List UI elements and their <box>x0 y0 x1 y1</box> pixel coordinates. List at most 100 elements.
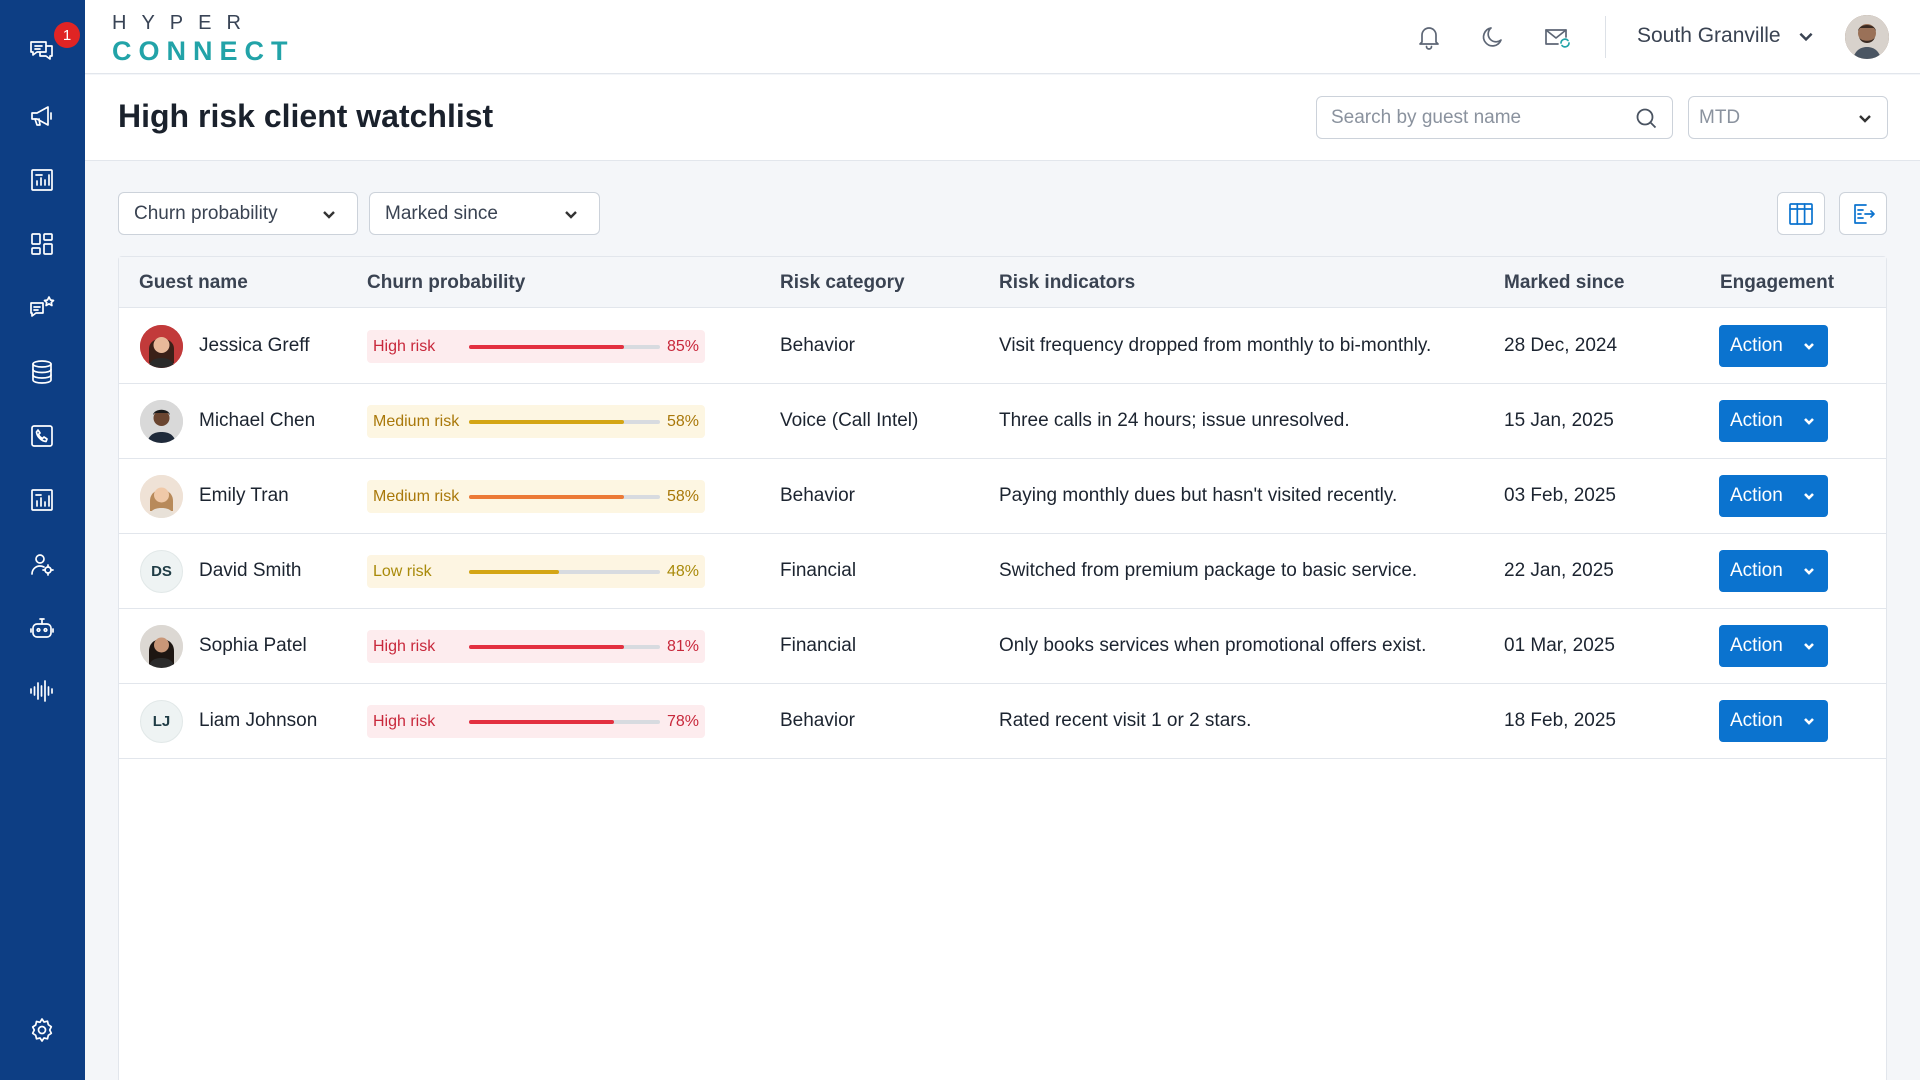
notifications-button[interactable] <box>1412 20 1446 54</box>
guest-name[interactable]: Liam Johnson <box>199 710 318 731</box>
risk-category: Behavior <box>780 485 855 506</box>
mail-sync-button[interactable] <box>1540 20 1574 54</box>
marked-filter-label: Marked since <box>385 202 498 224</box>
table-row[interactable]: Jessica Greff High risk 85% Behavior Vis… <box>119 309 1886 384</box>
guest-name[interactable]: David Smith <box>199 560 302 581</box>
risk-label: High risk <box>373 637 436 655</box>
sidebar-item-voice[interactable] <box>22 671 62 711</box>
sidebar-item-analytics[interactable] <box>22 480 62 520</box>
notification-badge: 1 <box>54 22 80 48</box>
action-button[interactable]: Action <box>1719 325 1828 367</box>
guest-photo-icon <box>140 325 183 368</box>
action-button[interactable]: Action <box>1719 400 1828 442</box>
dark-mode-toggle[interactable] <box>1476 20 1510 54</box>
churn-indicator: High risk 78% <box>367 705 705 738</box>
chevron-down-icon <box>1804 718 1814 725</box>
column-header-churn-probability[interactable]: Churn probability <box>367 272 526 293</box>
action-button[interactable]: Action <box>1719 625 1828 667</box>
guest-avatar <box>140 325 183 368</box>
marked-since-date: 28 Dec, 2024 <box>1504 335 1618 356</box>
sidebar-item-database[interactable] <box>22 352 62 392</box>
churn-bar-fill <box>469 494 624 499</box>
churn-bar <box>469 494 660 499</box>
risk-label: High risk <box>373 712 436 730</box>
sidebar-item-dashboard[interactable] <box>22 224 62 264</box>
sidebar-item-reports[interactable] <box>22 160 62 200</box>
user-avatar[interactable] <box>1845 15 1889 59</box>
table-row[interactable]: Sophia Patel High risk 81% Financial Onl… <box>119 609 1886 684</box>
report-icon <box>31 169 53 191</box>
watchlist-table: Guest name Churn probability Risk catego… <box>118 256 1887 1080</box>
sidebar-item-chat[interactable]: 1 <box>22 22 80 71</box>
table-row[interactable]: LJ Liam Johnson High risk 78% Behavior R… <box>119 684 1886 759</box>
churn-indicator: Medium risk 58% <box>367 480 705 513</box>
guest-name[interactable]: Jessica Greff <box>199 335 310 356</box>
chevron-down-icon <box>1804 643 1814 650</box>
table-row[interactable]: DS David Smith Low risk 48% Financial Sw… <box>119 534 1886 609</box>
churn-bar-fill <box>469 419 624 424</box>
sidebar-item-settings[interactable] <box>22 1010 62 1050</box>
chevron-down-icon <box>1804 493 1814 500</box>
churn-indicator: Medium risk 58% <box>367 405 705 438</box>
logo-text-top: HYPER <box>112 12 256 34</box>
column-header-guest-name[interactable]: Guest name <box>139 272 248 293</box>
export-button[interactable] <box>1839 192 1887 235</box>
location-selector[interactable]: South Granville <box>1637 24 1815 48</box>
marked-since-date: 18 Feb, 2025 <box>1504 710 1616 731</box>
marked-since-filter[interactable]: Marked since <box>369 192 600 235</box>
sidebar-item-bot[interactable] <box>22 609 62 649</box>
sidebar-item-users[interactable] <box>22 545 62 585</box>
column-header-engagement[interactable]: Engagement <box>1720 272 1835 293</box>
table-row[interactable]: Michael Chen Medium risk 58% Voice (Call… <box>119 384 1886 459</box>
risk-indicator: Rated recent visit 1 or 2 stars. <box>999 710 1252 731</box>
table-header: Guest name Churn probability Risk catego… <box>119 257 1886 308</box>
header-divider <box>1605 16 1606 58</box>
churn-bar-fill <box>469 644 624 649</box>
churn-percent: 81% <box>666 637 699 655</box>
chevron-down-icon <box>1804 568 1814 575</box>
churn-indicator: High risk 81% <box>367 630 705 663</box>
column-header-risk-category[interactable]: Risk category <box>780 272 905 293</box>
mail-sync-icon <box>1545 29 1570 48</box>
churn-probability-filter[interactable]: Churn probability <box>118 192 358 235</box>
churn-percent: 48% <box>666 562 699 580</box>
search-input[interactable] <box>1331 106 1634 129</box>
moon-icon <box>1482 27 1502 47</box>
action-button[interactable]: Action <box>1719 550 1828 592</box>
chevron-down-icon <box>323 210 335 219</box>
guest-avatar: LJ <box>140 700 183 743</box>
marked-since-date: 03 Feb, 2025 <box>1504 485 1616 506</box>
risk-category: Behavior <box>780 335 855 356</box>
risk-category: Behavior <box>780 710 855 731</box>
action-label: Action <box>1730 410 1783 431</box>
voice-icon <box>30 680 53 702</box>
churn-bar-fill <box>469 569 559 574</box>
churn-bar-fill <box>469 344 624 349</box>
action-button[interactable]: Action <box>1719 475 1828 517</box>
columns-button[interactable] <box>1777 192 1825 235</box>
guest-name[interactable]: Sophia Patel <box>199 635 307 656</box>
sidebar-item-calls[interactable] <box>22 416 62 456</box>
search-box[interactable] <box>1316 96 1673 139</box>
churn-bar <box>469 719 660 724</box>
risk-indicator: Only books services when promotional off… <box>999 635 1427 656</box>
chevron-down-icon <box>1859 114 1871 123</box>
chevron-down-icon <box>1804 418 1814 425</box>
risk-label: Medium risk <box>373 412 460 430</box>
guest-name[interactable]: Michael Chen <box>199 410 316 431</box>
guest-name[interactable]: Emily Tran <box>199 485 289 506</box>
churn-filter-label: Churn probability <box>134 202 278 224</box>
churn-percent: 78% <box>666 712 699 730</box>
column-header-marked-since[interactable]: Marked since <box>1504 272 1625 293</box>
column-header-risk-indicators[interactable]: Risk indicators <box>999 272 1136 293</box>
churn-bar <box>469 419 660 424</box>
risk-indicator: Visit frequency dropped from monthly to … <box>999 335 1432 356</box>
dashboard-icon <box>31 233 53 255</box>
period-select[interactable]: MTD <box>1688 96 1888 139</box>
user-photo-icon <box>1845 15 1889 59</box>
action-button[interactable]: Action <box>1719 700 1828 742</box>
sidebar-item-reviews[interactable] <box>22 288 62 328</box>
sidebar: 1 <box>0 0 85 1080</box>
sidebar-item-campaigns[interactable] <box>22 96 62 136</box>
table-row[interactable]: Emily Tran Medium risk 58% Behavior Payi… <box>119 459 1886 534</box>
